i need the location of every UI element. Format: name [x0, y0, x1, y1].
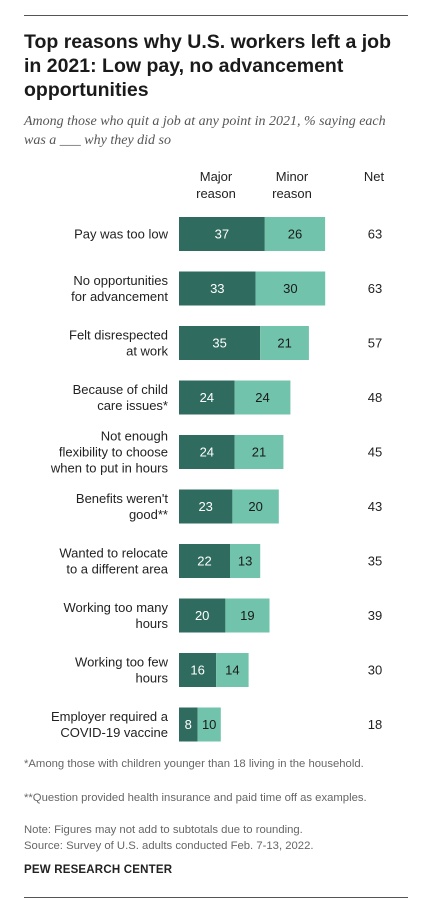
data-label-major: 20 — [195, 608, 209, 623]
net-value: 18 — [368, 717, 382, 732]
category-label: Working too many hours — [63, 600, 168, 631]
chart-subtitle: Among those who quit a job at any point … — [24, 114, 386, 148]
bar-minor — [197, 707, 221, 742]
data-label-minor: 19 — [240, 608, 254, 623]
data-label-minor: 14 — [225, 663, 239, 678]
source-note: Source: Survey of U.S. adults conducted … — [24, 840, 314, 852]
category-label-line: Wanted to relocate — [59, 546, 168, 561]
category-label: Pay was too low — [74, 227, 169, 242]
net-value: 63 — [368, 227, 382, 242]
category-label-line: Felt disrespected — [69, 328, 168, 343]
note-rounding: Note: Figures may not add to subtotals d… — [24, 824, 303, 836]
data-label-major: 23 — [198, 499, 212, 514]
category-label-line: Because of child — [73, 382, 168, 397]
category-label: Benefits weren't good** — [76, 491, 168, 522]
data-label-major: 37 — [215, 227, 229, 242]
column-header-major: Major reason — [196, 169, 236, 201]
category-label: Felt disrespected at work — [69, 328, 168, 359]
category-label-line: COVID-19 vaccine — [60, 725, 168, 740]
data-label-minor: 26 — [288, 227, 302, 242]
category-label-line: care issues* — [97, 398, 168, 413]
footnote-children: *Among those with children younger than … — [24, 758, 364, 770]
brand-label: PEW RESEARCH CENTER — [24, 864, 173, 876]
category-label-line: to a different area — [66, 562, 168, 577]
bar-major — [179, 271, 256, 306]
bar-major — [179, 380, 235, 415]
data-label-minor: 24 — [255, 390, 269, 405]
bar-minor — [234, 435, 284, 469]
bar-minor — [264, 217, 326, 251]
footnote-benefits: **Question provided health insurance and… — [24, 792, 367, 804]
category-label: No opportunities for advancement — [71, 273, 168, 304]
data-label-major: 33 — [210, 281, 224, 296]
category-label-line: hours — [135, 616, 168, 631]
data-label-major: 24 — [200, 445, 214, 460]
category-label: Employer required a COVID-19 vaccine — [51, 709, 169, 740]
bar-minor — [234, 380, 291, 415]
net-value: 45 — [368, 445, 382, 460]
category-label-line: Working too many — [63, 600, 168, 615]
data-label-minor: 21 — [252, 445, 266, 460]
bar-major — [179, 326, 261, 360]
category-label-line: when to put in hours — [50, 461, 169, 476]
column-header-net: Net — [363, 169, 385, 184]
data-label-major: 24 — [200, 390, 214, 405]
data-label-minor: 21 — [277, 336, 291, 351]
bar-minor — [225, 598, 270, 633]
net-value: 30 — [368, 663, 382, 678]
data-label-major: 22 — [197, 554, 211, 569]
top-rule — [24, 15, 408, 16]
category-label-line: hours — [135, 671, 168, 686]
category-label: Because of child care issues* — [73, 382, 168, 413]
stacked-bar-chart: Pay was too low 37 26 63 No opportunities for… — [50, 217, 382, 742]
category-label-line: at work — [126, 344, 168, 359]
net-value: 48 — [368, 390, 382, 405]
bar-major — [179, 217, 265, 251]
bar-major — [179, 544, 230, 578]
net-value: 57 — [368, 336, 382, 351]
bar-major — [179, 435, 235, 469]
bar-minor — [232, 489, 279, 524]
bar-major — [179, 653, 217, 687]
category-label-line: good** — [129, 507, 168, 522]
net-value: 39 — [368, 608, 382, 623]
data-label-minor: 20 — [248, 499, 262, 514]
data-label-major: 16 — [190, 663, 204, 678]
bar-major — [179, 707, 198, 742]
category-label-line: Not enough — [101, 429, 168, 444]
column-header-minor: Minor reason — [272, 169, 312, 201]
data-label-major: 35 — [212, 336, 226, 351]
bar-minor — [260, 326, 309, 360]
bottom-rule — [24, 897, 408, 898]
net-value: 43 — [368, 499, 382, 514]
bar-minor — [230, 544, 261, 578]
data-label-minor: 10 — [202, 717, 216, 732]
category-label: Working too few hours — [75, 655, 169, 686]
category-label: Not enough flexibility to choose when to p… — [50, 429, 169, 476]
category-label-line: Pay was too low — [74, 227, 169, 242]
net-value: 63 — [368, 281, 382, 296]
data-label-major: 8 — [185, 717, 192, 732]
net-value: 35 — [368, 554, 382, 569]
bar-major — [179, 489, 233, 524]
chart-title: Top reasons why U.S. workers left a job … — [24, 31, 391, 101]
category-label: Wanted to relocate to a different area — [59, 546, 168, 577]
category-label-line: flexibility to choose — [59, 445, 168, 460]
category-label-line: Working too few — [75, 655, 169, 670]
bar-minor — [255, 271, 326, 306]
category-label-line: Benefits weren't — [76, 491, 168, 506]
data-label-minor: 30 — [283, 281, 297, 296]
bar-minor — [216, 653, 249, 687]
category-label-line: No opportunities — [73, 273, 168, 288]
data-label-minor: 13 — [238, 554, 252, 569]
bar-major — [179, 598, 226, 633]
category-label-line: Employer required a — [51, 709, 169, 724]
category-label-line: for advancement — [71, 289, 168, 304]
